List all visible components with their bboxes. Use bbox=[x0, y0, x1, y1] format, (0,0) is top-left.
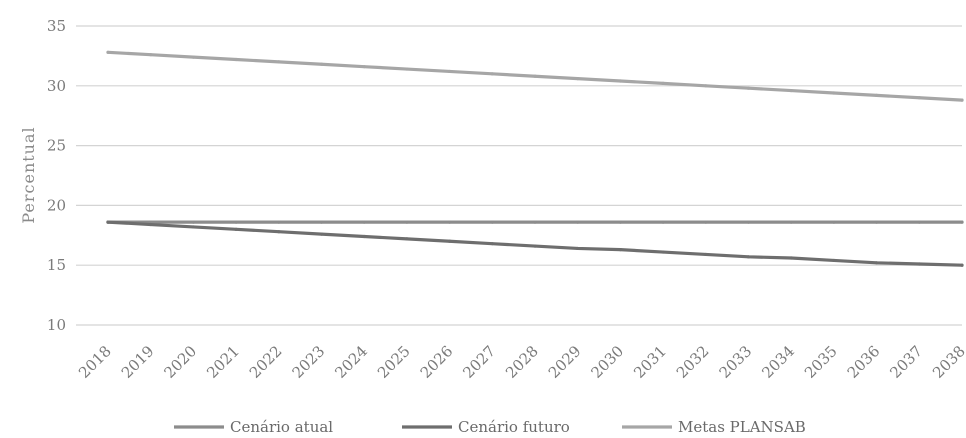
series-1-point bbox=[490, 220, 494, 224]
series-3-point bbox=[277, 60, 281, 64]
x-tick-label: 2028 bbox=[502, 342, 542, 382]
series-3-point bbox=[875, 93, 879, 97]
x-tick-label: 2021 bbox=[203, 342, 243, 382]
series-1-point bbox=[448, 220, 452, 224]
x-tick-label: 2037 bbox=[886, 342, 926, 382]
series-3-point bbox=[832, 91, 836, 95]
series-3-point bbox=[533, 74, 537, 78]
series-2-point bbox=[618, 248, 623, 252]
series-3-point bbox=[448, 69, 452, 74]
x-tick-label: 2034 bbox=[758, 342, 798, 382]
series-1-point bbox=[234, 220, 238, 224]
series-2-point bbox=[448, 239, 452, 243]
x-axis-ticks: 2018 2019 2020 2021 2022 2023 2024 2025 2026 2027… bbox=[75, 342, 966, 382]
series-2-point bbox=[960, 263, 964, 267]
x-tick-label: 2035 bbox=[801, 342, 841, 382]
x-tick-label: 2024 bbox=[331, 342, 371, 382]
series-1-point bbox=[875, 220, 879, 224]
x-tick-label: 2038 bbox=[929, 342, 966, 382]
y-tick-label: 30 bbox=[47, 77, 66, 95]
series-3-point bbox=[746, 86, 751, 90]
x-tick-label: 2031 bbox=[630, 342, 670, 382]
x-tick-label: 2023 bbox=[289, 342, 329, 382]
series-1-point bbox=[191, 220, 195, 224]
series-3-point bbox=[576, 77, 580, 81]
series-2-point bbox=[106, 220, 110, 224]
series-2-point bbox=[746, 255, 751, 259]
x-tick-label: 2022 bbox=[246, 342, 286, 382]
x-tick-label: 2025 bbox=[374, 342, 414, 382]
y-tick-label: 10 bbox=[47, 316, 66, 334]
series-3-point bbox=[234, 57, 238, 62]
series-2-point bbox=[405, 237, 409, 241]
y-tick-label: 15 bbox=[47, 256, 66, 274]
x-tick-label: 2036 bbox=[844, 342, 884, 382]
series-2-point bbox=[362, 234, 366, 239]
series-1-point bbox=[960, 220, 964, 224]
series-2-point bbox=[875, 261, 879, 265]
series-3-point bbox=[149, 53, 153, 57]
series-1-point bbox=[661, 220, 665, 224]
series-3-point bbox=[106, 50, 110, 54]
series-2-point bbox=[576, 246, 580, 251]
series-3-point bbox=[960, 98, 964, 102]
x-tick-label: 2026 bbox=[417, 342, 457, 382]
series-1-point bbox=[405, 220, 409, 224]
series-2-point bbox=[533, 244, 537, 248]
series-1-point bbox=[362, 220, 366, 224]
series-2-point bbox=[917, 262, 921, 266]
x-tick-label: 2027 bbox=[459, 342, 499, 382]
series-3-point bbox=[191, 55, 195, 59]
series-2-point bbox=[277, 230, 281, 234]
series-1-point bbox=[917, 220, 921, 224]
series-3-point bbox=[789, 88, 793, 93]
x-tick-label: 2030 bbox=[587, 342, 627, 382]
series-2-point bbox=[704, 252, 708, 257]
legend-label: Cenário atual bbox=[230, 418, 333, 436]
legend: Cenário atual Cenário futuro Metas PLANSAB bbox=[174, 418, 806, 436]
series-2-point bbox=[149, 222, 153, 227]
series-3-point bbox=[490, 72, 494, 76]
series-2-point bbox=[234, 227, 238, 231]
series-3-point bbox=[917, 96, 921, 100]
x-tick-label: 2020 bbox=[160, 342, 200, 382]
y-tick-label: 35 bbox=[47, 17, 66, 35]
series-1-point bbox=[533, 220, 537, 224]
x-tick-label: 2033 bbox=[716, 342, 756, 382]
series-2-point bbox=[789, 256, 793, 260]
series-3-point bbox=[704, 84, 708, 88]
series-1-point bbox=[832, 220, 836, 224]
series-1-point bbox=[704, 220, 708, 224]
x-tick-label: 2019 bbox=[118, 342, 158, 382]
series-lines bbox=[106, 50, 964, 267]
series-2-point bbox=[319, 232, 324, 236]
y-tick-label: 25 bbox=[47, 137, 66, 155]
series-1-point bbox=[319, 220, 324, 224]
series-2-point bbox=[191, 225, 195, 229]
series-3-point bbox=[618, 79, 623, 83]
legend-label: Metas PLANSAB bbox=[678, 418, 806, 436]
y-tick-label: 20 bbox=[47, 196, 66, 214]
series-1-point bbox=[277, 220, 281, 224]
series-3-point bbox=[405, 67, 409, 71]
legend-label: Cenário futuro bbox=[458, 418, 570, 436]
series-1-point bbox=[618, 220, 623, 224]
series-1-point bbox=[576, 220, 580, 224]
series-2-point bbox=[661, 250, 665, 254]
y-axis-title: Percentual bbox=[19, 126, 38, 223]
series-3-point bbox=[661, 81, 665, 86]
y-axis-ticks: 10 15 20 25 30 35 bbox=[47, 17, 66, 334]
x-tick-label: 2032 bbox=[673, 342, 713, 382]
series-1-point bbox=[746, 220, 751, 224]
series-3-point bbox=[362, 65, 366, 69]
series-1-point bbox=[789, 220, 793, 224]
series-2-point bbox=[832, 258, 836, 263]
x-tick-label: 2018 bbox=[75, 342, 115, 382]
x-tick-label: 2029 bbox=[545, 342, 585, 382]
series-2-point bbox=[490, 242, 494, 246]
gridlines bbox=[76, 25, 962, 326]
series-3-point bbox=[319, 62, 324, 66]
